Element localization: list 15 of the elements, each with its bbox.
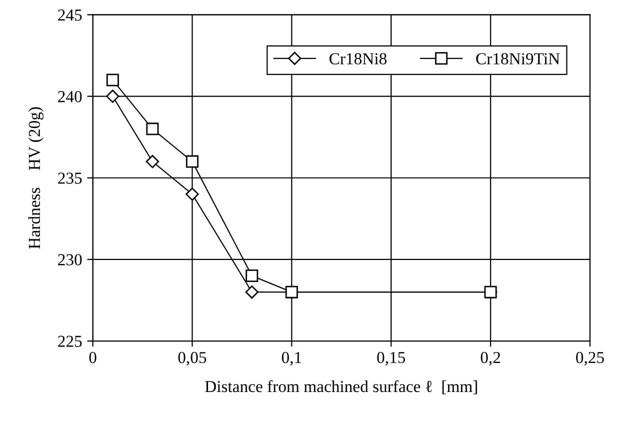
y-tick-label: 230: [58, 254, 82, 266]
y-axis-title: Hardness HV (20g): [28, 107, 44, 249]
x-axis-title: Distance from machined surface ℓ [mm]: [205, 380, 477, 394]
x-tick-label: 0,15: [377, 352, 406, 366]
y-tick-label: 225: [58, 336, 82, 347]
x-tick-label: 0,05: [178, 352, 206, 366]
y-tick-label: 245: [58, 9, 82, 21]
legend-label: Cr18Ni8: [330, 53, 387, 64]
x-tick-label: 0,1: [282, 352, 302, 366]
x-tick-label: 0: [89, 352, 96, 364]
x-tick-label: 0,25: [576, 352, 604, 366]
y-tick-label: 240: [58, 91, 82, 102]
y-tick-label: 235: [58, 172, 82, 184]
x-tick-label: 0,2: [480, 352, 500, 366]
legend-label: Cr18Ni9TiN: [476, 53, 560, 64]
